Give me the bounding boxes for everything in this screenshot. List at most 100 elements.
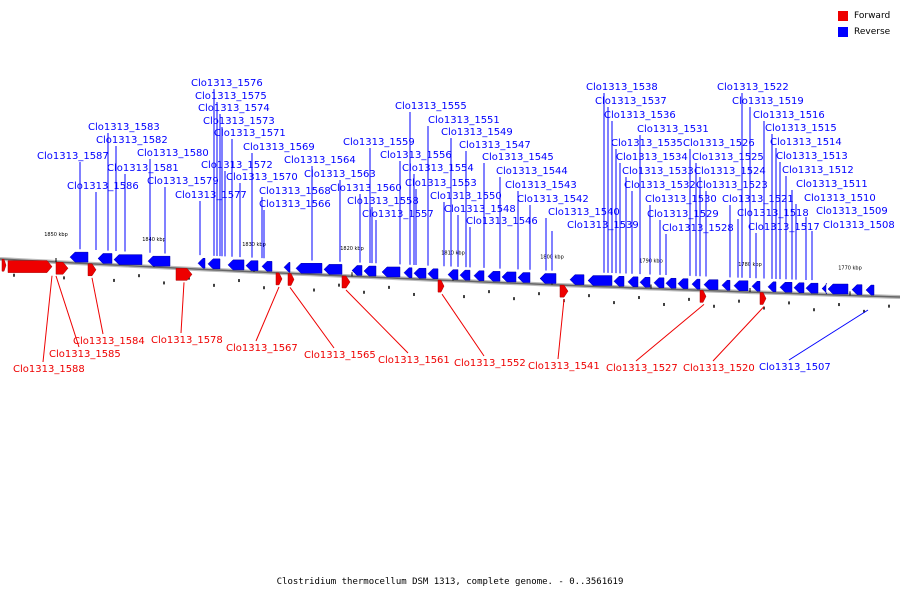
reverse-gene-label: Clo1313_1556 <box>380 150 452 161</box>
forward-label-leader <box>345 289 409 354</box>
ruler-label: 1850 kbp <box>44 232 68 238</box>
reverse-gene-label: Clo1313_1543 <box>505 180 577 191</box>
reverse-gene-arrow <box>821 283 828 294</box>
reverse-gene-label: Clo1313_1566 <box>259 199 331 210</box>
reverse-gene-label: Clo1313_1509 <box>816 206 888 217</box>
reverse-gene-label: Clo1313_1559 <box>343 137 415 148</box>
reverse-gene-arrow <box>779 282 793 293</box>
forward-gene-label: Clo1313_1565 <box>304 350 376 361</box>
forward-gene-arrow <box>7 260 53 273</box>
reverse-gene-arrow <box>351 265 363 276</box>
reverse-gene-label: Clo1313_1569 <box>243 142 315 153</box>
reverse-gene-label: Clo1313_1580 <box>137 148 209 159</box>
reverse-gene-label: Clo1313_1570 <box>226 172 298 183</box>
forward-gene-label: Clo1313_1588 <box>13 364 85 375</box>
reverse-gene-arrow <box>459 269 471 281</box>
forward-gene-label: Clo1313_1584 <box>73 336 145 347</box>
reverse-gene-label: Clo1313_1539 <box>567 220 639 231</box>
forward-gene-label: Clo1313_1520 <box>683 363 755 374</box>
legend-label-forward: Forward <box>854 11 891 21</box>
reverse-gene-arrow <box>613 276 625 287</box>
reverse-gene-label: Clo1313_1574 <box>198 103 270 114</box>
reverse-gene-label: Clo1313_1542 <box>517 194 589 205</box>
reverse-gene-label: Clo1313_1583 <box>88 122 160 133</box>
reverse-gene-label: Clo1313_1535 <box>611 138 683 149</box>
reverse-gene-arrow <box>627 276 639 288</box>
reverse-gene-label: Clo1313_1536 <box>604 110 676 121</box>
reverse-gene-arrow <box>487 271 501 282</box>
reverse-gene-label: Clo1313_1528 <box>662 223 734 234</box>
reverse-gene-label: Clo1313_1551 <box>428 115 500 126</box>
reverse-gene-label: Clo1313_1531 <box>637 124 709 135</box>
forward-gene-arrow <box>559 284 569 298</box>
forward-gene-label: Clo1313_1561 <box>378 355 450 366</box>
reverse-gene-arrow <box>851 284 863 295</box>
reverse-gene-arrow <box>447 269 459 280</box>
reverse-gene-label: Clo1313_1568 <box>259 186 331 197</box>
reverse-gene-label: Clo1313_1530 <box>645 194 717 205</box>
reverse-gene-label: Clo1313_1525 <box>692 152 764 163</box>
reverse-gene-arrow <box>733 280 749 291</box>
reverse-gene-arrow <box>323 264 343 275</box>
forward-gene-arrow <box>175 268 193 281</box>
legend: Forward Reverse <box>838 8 890 40</box>
reverse-gene-arrow <box>363 265 377 277</box>
reverse-gene-arrow <box>865 284 875 296</box>
reverse-gene-label: Clo1313_1576 <box>191 78 263 89</box>
reverse-gene-label: Clo1313_1533 <box>622 166 694 177</box>
reverse-gene-label: Clo1313_1538 <box>586 82 658 93</box>
forward-label-leader <box>712 306 765 362</box>
reverse-gene-arrow <box>69 251 89 263</box>
reverse-gene-label: Clo1313_1540 <box>548 207 620 218</box>
reverse-gene-label: Clo1313_1515 <box>765 123 837 134</box>
reverse-gene-label: Clo1313_1586 <box>67 181 139 192</box>
reverse-gene-label: Clo1313_1579 <box>147 176 219 187</box>
reverse-gene-arrow <box>653 277 665 289</box>
forward-label-leader <box>441 293 485 357</box>
reverse-gene-arrow <box>517 272 531 283</box>
reverse-gene-label: Clo1313_1572 <box>201 160 273 171</box>
reverse-gene-arrow <box>691 278 701 290</box>
reverse-gene-label: Clo1313_1508 <box>823 220 895 231</box>
reverse-gene-arrow <box>501 271 517 283</box>
forward-gene-arrow <box>1 258 7 272</box>
forward-gene-arrow <box>759 292 767 305</box>
reverse-gene-arrow <box>639 277 651 288</box>
reverse-gene-label: Clo1313_1571 <box>214 128 286 139</box>
reverse-gene-arrow <box>207 258 221 270</box>
reverse-gene-label: Clo1313_1582 <box>96 135 168 146</box>
forward-gene-label: Clo1313_1527 <box>606 363 678 374</box>
reverse-gene-arrow <box>539 273 557 284</box>
forward-gene-arrow <box>341 275 351 289</box>
reverse-gene-label: Clo1313_1587 <box>37 151 109 162</box>
reverse-gene-arrow <box>97 253 113 264</box>
reverse-gene-label: Clo1313_1519 <box>732 96 804 107</box>
forward-gene-arrow <box>275 272 283 286</box>
backbone-line <box>0 258 900 298</box>
forward-label-leader <box>180 282 185 334</box>
forward-gene-label: Clo1313_1541 <box>528 361 600 372</box>
reverse-gene-arrow <box>827 283 849 295</box>
ruler-label: 1830 kbp <box>242 242 266 248</box>
reverse-gene-label: Clo1313_1522 <box>717 82 789 93</box>
reverse-gene-arrow <box>721 279 731 291</box>
reverse-gene-label: Clo1313_1532 <box>624 180 696 191</box>
forward-gene-arrow <box>437 279 445 293</box>
legend-item-reverse: Reverse <box>838 24 890 40</box>
reverse-gene-label: Clo1313_1544 <box>496 166 568 177</box>
forward-gene-label: Clo1313_1567 <box>226 343 298 354</box>
forward-gene-arrow <box>55 262 69 275</box>
reverse-gene-arrow <box>381 266 401 278</box>
reverse-gene-arrow <box>793 282 805 293</box>
reverse-gene-label: Clo1313_1521 <box>722 194 794 205</box>
forward-label-leader <box>91 277 104 335</box>
reverse-gene-arrow <box>197 257 206 269</box>
reverse-gene-arrow <box>665 277 677 289</box>
forward-label-leader <box>635 304 705 362</box>
reverse-gene-label: Clo1313_1557 <box>362 209 434 220</box>
legend-item-forward: Forward <box>838 8 890 24</box>
reverse-gene-arrow <box>283 262 291 273</box>
ruler-label: 1770 kbp <box>838 265 862 271</box>
ruler-label: 1840 kbp <box>142 237 166 243</box>
